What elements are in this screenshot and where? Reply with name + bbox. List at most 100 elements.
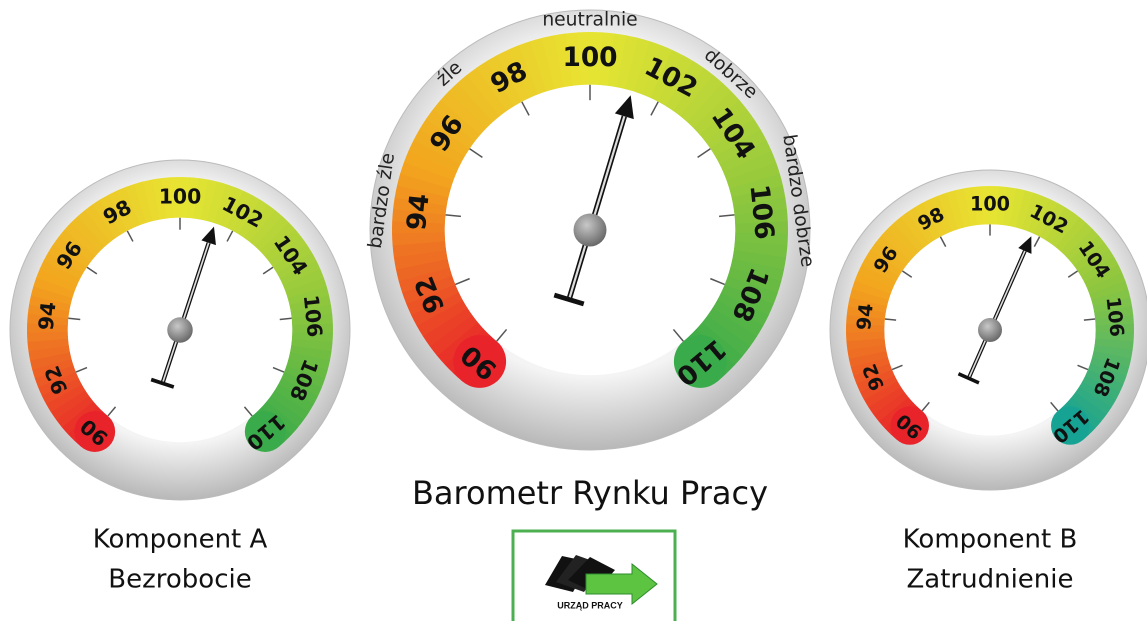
- tick-mark: [650, 101, 659, 116]
- needle-hub: [167, 317, 193, 343]
- tick-label: 106: [1102, 296, 1129, 338]
- color-band: [395, 258, 450, 282]
- color-band: [142, 179, 161, 222]
- tick-mark: [697, 148, 711, 159]
- tick-mark: [902, 270, 913, 278]
- color-band: [133, 181, 154, 224]
- gauge-title: Komponent A: [93, 525, 268, 555]
- tick-label: 94: [401, 192, 436, 232]
- needle-head: [201, 226, 216, 246]
- tick-mark: [279, 317, 292, 321]
- tick-mark: [272, 366, 285, 373]
- tick-mark: [1067, 270, 1078, 278]
- tick-label: 94: [852, 302, 878, 331]
- tick-mark: [86, 266, 98, 275]
- color-band: [732, 250, 787, 271]
- logo: URZĄD PRACY: [511, 529, 677, 621]
- tick-mark: [521, 101, 530, 116]
- color-band: [429, 314, 479, 356]
- color-band: [282, 268, 324, 293]
- color-band: [701, 315, 751, 357]
- needle-shine: [161, 242, 210, 384]
- tick-label: 100: [562, 42, 617, 73]
- color-band: [881, 228, 916, 261]
- color-band: [1015, 190, 1034, 230]
- color-band: [29, 351, 72, 370]
- color-band: [846, 337, 886, 351]
- color-band: [400, 161, 454, 189]
- tick-mark: [710, 277, 725, 286]
- color-band: [403, 150, 458, 181]
- gauge-title: Zatrudnienie: [906, 565, 1073, 595]
- color-band: [50, 389, 90, 420]
- color-band: [45, 383, 86, 413]
- color-band: [270, 390, 310, 421]
- color-band: [680, 75, 723, 123]
- color-band: [1086, 272, 1126, 295]
- color-band: [36, 268, 78, 292]
- color-band: [1093, 344, 1133, 360]
- gauge-title: Bezrobocie: [108, 565, 251, 595]
- color-band: [289, 345, 332, 361]
- gauge-title: Komponent B: [903, 525, 1078, 555]
- logo-arrow: [585, 562, 658, 606]
- color-band: [285, 277, 327, 299]
- band-end: [74, 411, 116, 452]
- tick-mark: [68, 317, 81, 321]
- color-band: [707, 307, 757, 347]
- color-band: [1060, 222, 1094, 257]
- color-band: [28, 345, 71, 361]
- color-band: [249, 210, 283, 247]
- needle-tail: [150, 377, 175, 389]
- color-band: [466, 67, 508, 117]
- tick-mark: [921, 401, 930, 412]
- tick-label: 100: [970, 193, 1010, 216]
- color-band: [726, 162, 781, 190]
- tick-label: 100: [159, 184, 202, 208]
- color-band: [893, 217, 925, 252]
- tick-mark: [262, 266, 274, 275]
- color-band: [64, 222, 101, 257]
- needle-tail: [957, 372, 980, 385]
- color-band: [291, 338, 333, 352]
- color-band: [30, 286, 73, 305]
- color-band: [39, 260, 81, 286]
- color-band: [1094, 338, 1134, 351]
- needle-shine: [967, 250, 1026, 379]
- color-band: [946, 190, 965, 230]
- tick-mark: [672, 328, 684, 342]
- color-band: [440, 90, 487, 135]
- band-end: [453, 335, 507, 388]
- gauge-title: Barometr Rynku Pracy: [412, 474, 768, 512]
- color-band: [200, 179, 218, 222]
- color-band: [254, 216, 290, 252]
- needle-shine: [567, 115, 626, 300]
- tick-label: 106: [299, 294, 327, 339]
- band-end: [1051, 406, 1090, 445]
- color-band: [616, 35, 639, 90]
- color-band: [448, 82, 494, 129]
- logo-text: URZĄD PRACY: [557, 600, 623, 610]
- color-band: [624, 37, 651, 92]
- color-band: [55, 395, 94, 428]
- needle: [553, 95, 634, 307]
- color-band: [1055, 217, 1087, 252]
- tick-mark: [469, 148, 483, 159]
- color-band: [851, 280, 891, 301]
- tick-mark: [496, 328, 508, 342]
- tick-mark: [884, 318, 897, 321]
- color-band: [1075, 386, 1112, 416]
- band-end: [244, 411, 286, 452]
- color-band: [27, 338, 69, 352]
- needle-hub: [978, 318, 1002, 342]
- tick-mark: [126, 230, 134, 242]
- color-band: [397, 173, 451, 198]
- color-band: [733, 241, 788, 259]
- tick-mark: [1077, 364, 1089, 371]
- band-end: [673, 335, 727, 388]
- tick-mark: [1033, 236, 1041, 248]
- color-band: [687, 82, 732, 129]
- color-band: [392, 240, 447, 258]
- color-band: [1089, 280, 1129, 301]
